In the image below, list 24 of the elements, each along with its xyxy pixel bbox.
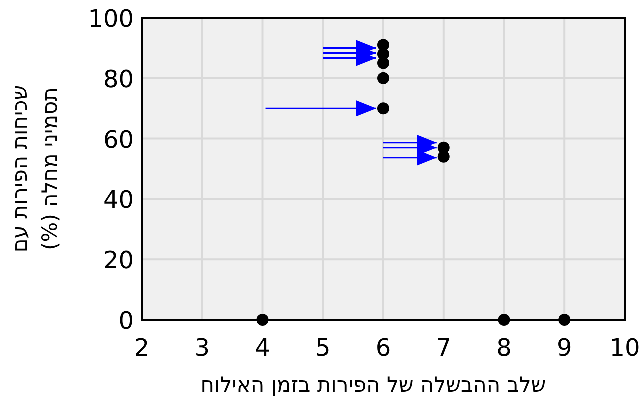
x-tick-label: 9 xyxy=(556,334,572,362)
x-tick-label: 10 xyxy=(610,334,640,362)
point xyxy=(378,72,390,84)
y-axis-title: שכיחות הפירות עם תסמיני מחלה (%) xyxy=(8,85,62,253)
y-tick-label: 20 xyxy=(103,246,134,275)
x-tick-label: 5 xyxy=(315,334,331,362)
x-tick-label: 7 xyxy=(436,334,452,362)
y-tick-label: 80 xyxy=(103,65,134,94)
y-tick-label: 60 xyxy=(103,126,134,154)
y-tick-label: 40 xyxy=(103,186,134,214)
x-tick-label: 2 xyxy=(134,334,150,362)
point xyxy=(558,314,571,326)
x-tick-label: 6 xyxy=(376,334,392,362)
y-tick-label: 0 xyxy=(118,307,134,335)
point xyxy=(256,314,269,326)
point xyxy=(378,102,390,115)
x-tick-label: 3 xyxy=(194,334,210,362)
y-tick-label: 100 xyxy=(88,5,134,33)
point xyxy=(378,57,390,70)
x-tick-label: 8 xyxy=(496,334,512,362)
x-tick-label: 4 xyxy=(255,334,270,362)
x-axis-title: שלב ההבשלה של הפירות בזמן האילוח xyxy=(200,373,546,397)
point xyxy=(438,150,450,163)
point xyxy=(498,314,510,326)
